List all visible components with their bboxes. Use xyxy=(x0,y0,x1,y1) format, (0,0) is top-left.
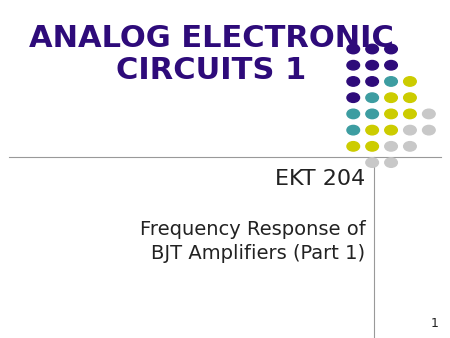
Circle shape xyxy=(385,109,397,119)
Circle shape xyxy=(385,61,397,70)
Circle shape xyxy=(404,109,416,119)
Circle shape xyxy=(385,125,397,135)
Circle shape xyxy=(404,142,416,151)
Circle shape xyxy=(347,44,360,54)
Circle shape xyxy=(347,93,360,102)
Circle shape xyxy=(366,77,378,86)
Circle shape xyxy=(347,142,360,151)
Text: Frequency Response of
BJT Amplifiers (Part 1): Frequency Response of BJT Amplifiers (Pa… xyxy=(140,220,365,263)
Circle shape xyxy=(404,125,416,135)
Circle shape xyxy=(404,93,416,102)
Circle shape xyxy=(366,142,378,151)
Circle shape xyxy=(385,77,397,86)
Circle shape xyxy=(385,93,397,102)
Circle shape xyxy=(347,125,360,135)
Circle shape xyxy=(423,125,435,135)
Circle shape xyxy=(366,158,378,167)
Circle shape xyxy=(347,77,360,86)
Circle shape xyxy=(347,61,360,70)
Circle shape xyxy=(385,44,397,54)
Circle shape xyxy=(385,142,397,151)
Circle shape xyxy=(366,109,378,119)
Circle shape xyxy=(366,93,378,102)
Circle shape xyxy=(366,61,378,70)
Circle shape xyxy=(347,109,360,119)
Text: 1: 1 xyxy=(431,317,439,330)
Text: EKT 204: EKT 204 xyxy=(275,169,365,189)
Circle shape xyxy=(385,158,397,167)
Text: ANALOG ELECTRONIC
CIRCUITS 1: ANALOG ELECTRONIC CIRCUITS 1 xyxy=(29,24,394,85)
Circle shape xyxy=(404,77,416,86)
Circle shape xyxy=(423,109,435,119)
Circle shape xyxy=(366,44,378,54)
Circle shape xyxy=(366,125,378,135)
